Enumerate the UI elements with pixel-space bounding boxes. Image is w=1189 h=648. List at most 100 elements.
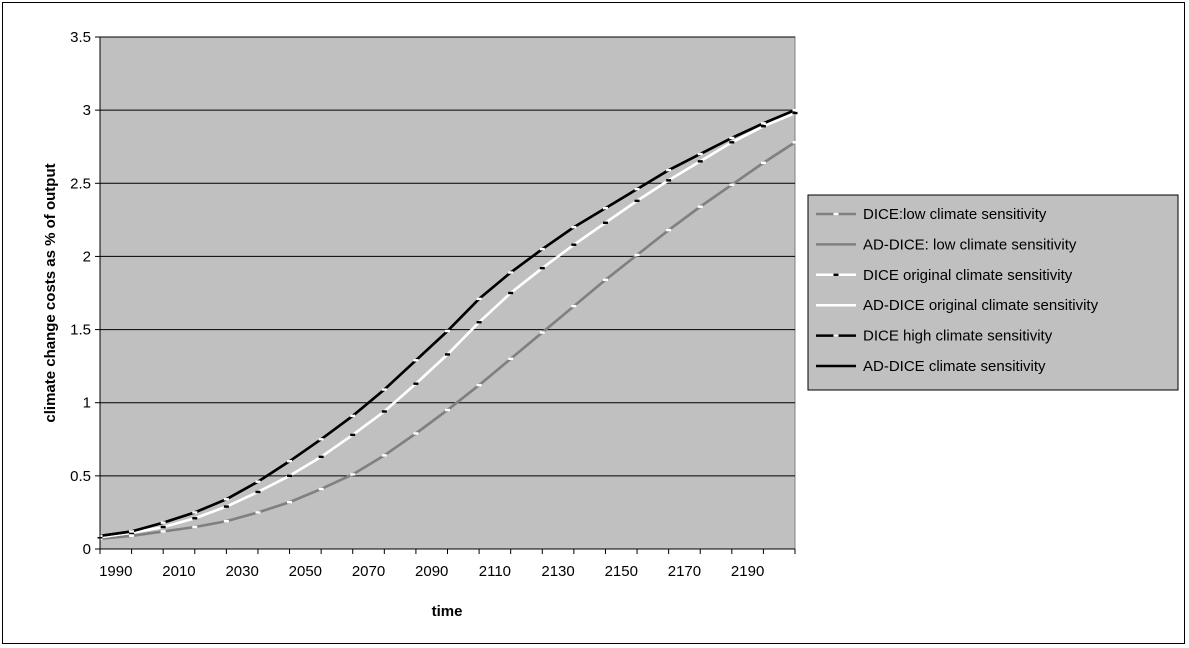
data-point — [160, 525, 166, 529]
data-point — [666, 179, 672, 182]
data-point — [350, 414, 356, 418]
data-point — [223, 505, 229, 508]
legend-marker — [833, 212, 839, 216]
series-layer — [97, 108, 798, 541]
data-point — [792, 141, 798, 144]
data-point — [634, 253, 640, 257]
data-point — [634, 187, 640, 191]
data-point — [318, 487, 324, 491]
data-point — [792, 111, 798, 115]
data-point — [729, 141, 735, 144]
data-point — [602, 278, 608, 282]
data-point — [476, 297, 482, 301]
data-point — [539, 331, 545, 334]
legend-entry: DICE high climate sensitivity — [863, 328, 1053, 345]
x-tick-labels: 1990 2010 2030 2050 2070 2090 2110 2130 2150 2170… — [99, 563, 764, 580]
data-point — [508, 291, 514, 295]
data-point — [381, 388, 387, 391]
x-axis-title: time — [432, 603, 463, 620]
data-point — [287, 474, 293, 478]
x-tick-label: 2030 — [225, 563, 258, 580]
data-point — [697, 152, 703, 156]
data-point — [760, 161, 766, 165]
y-tick-label: 1 — [83, 395, 91, 412]
data-point — [476, 321, 482, 324]
data-point — [445, 329, 450, 333]
data-point — [413, 359, 419, 362]
x-tick-label: 1990 — [99, 563, 132, 580]
data-point — [792, 108, 798, 112]
data-point — [508, 271, 514, 274]
data-point — [760, 125, 766, 128]
data-point — [413, 382, 419, 385]
data-point — [666, 168, 672, 172]
legend: DICE:low climate sensitivity AD-DICE: low… — [807, 194, 1179, 391]
data-point — [445, 408, 450, 412]
data-point — [571, 304, 577, 308]
data-point — [223, 520, 229, 523]
legend-marker — [833, 334, 839, 337]
legend-entry: AD-DICE climate sensitivity — [863, 358, 1046, 375]
axes — [95, 36, 796, 554]
data-point — [192, 525, 198, 529]
x-tick-label: 2150 — [605, 563, 638, 580]
y-axis-title: climate change costs as % of output — [42, 163, 59, 422]
data-point — [350, 433, 356, 437]
x-tick-label: 2010 — [162, 563, 195, 580]
data-point — [192, 517, 198, 520]
legend-box — [807, 194, 1179, 391]
legend-entry: AD-DICE original climate sensitivity — [863, 297, 1099, 314]
data-point — [571, 243, 577, 246]
data-point — [160, 521, 166, 524]
x-tick-label: 2170 — [668, 563, 701, 580]
x-tick-label: 2190 — [731, 563, 764, 580]
legend-marker — [833, 273, 839, 276]
x-tick-label: 2050 — [289, 563, 322, 580]
data-point — [602, 221, 608, 224]
y-tick-label: 3.5 — [70, 29, 91, 46]
y-tick-label: 2.5 — [70, 175, 91, 192]
data-point — [255, 490, 261, 494]
y-tick-labels: 0 0.5 1 1.5 2 2.5 3 3.5 — [70, 29, 91, 558]
y-tick-label: 1.5 — [70, 322, 91, 339]
y-tick-label: 0 — [83, 541, 91, 558]
data-point — [192, 511, 198, 514]
data-point — [476, 383, 482, 387]
data-point — [350, 473, 356, 476]
data-point — [602, 206, 608, 210]
chart: 0 0.5 1 1.5 2 2.5 3 3.5 1990 2010 2030 2050 2070 209… — [42, 29, 1179, 620]
data-point — [539, 266, 545, 270]
data-point — [129, 534, 135, 538]
x-tick-label: 2090 — [415, 563, 448, 580]
legend-entry: DICE original climate sensitivity — [863, 267, 1073, 284]
y-tick-label: 2 — [83, 248, 91, 265]
data-point — [729, 136, 735, 140]
data-point — [508, 357, 514, 361]
x-tick-label: 2130 — [541, 563, 574, 580]
data-point — [539, 247, 545, 251]
data-point — [223, 498, 229, 501]
data-point — [760, 122, 766, 125]
data-point — [129, 530, 135, 533]
data-point — [160, 530, 166, 533]
data-point — [729, 183, 735, 186]
data-point — [129, 531, 135, 535]
data-point — [697, 205, 703, 208]
data-point — [634, 199, 640, 203]
legend-entry: AD-DICE: low climate sensitivity — [863, 236, 1077, 253]
data-point — [381, 410, 387, 413]
data-point — [287, 460, 293, 463]
data-point — [318, 438, 324, 441]
data-point — [445, 353, 450, 356]
data-point — [381, 454, 387, 457]
data-point — [318, 455, 324, 459]
data-point — [255, 511, 261, 514]
y-tick-label: 3 — [83, 102, 91, 119]
data-point — [666, 228, 672, 232]
data-point — [697, 160, 703, 163]
data-point — [571, 225, 577, 229]
data-point — [413, 432, 419, 435]
x-tick-label: 2110 — [479, 563, 511, 580]
legend-entry: DICE:low climate sensitivity — [863, 206, 1047, 223]
